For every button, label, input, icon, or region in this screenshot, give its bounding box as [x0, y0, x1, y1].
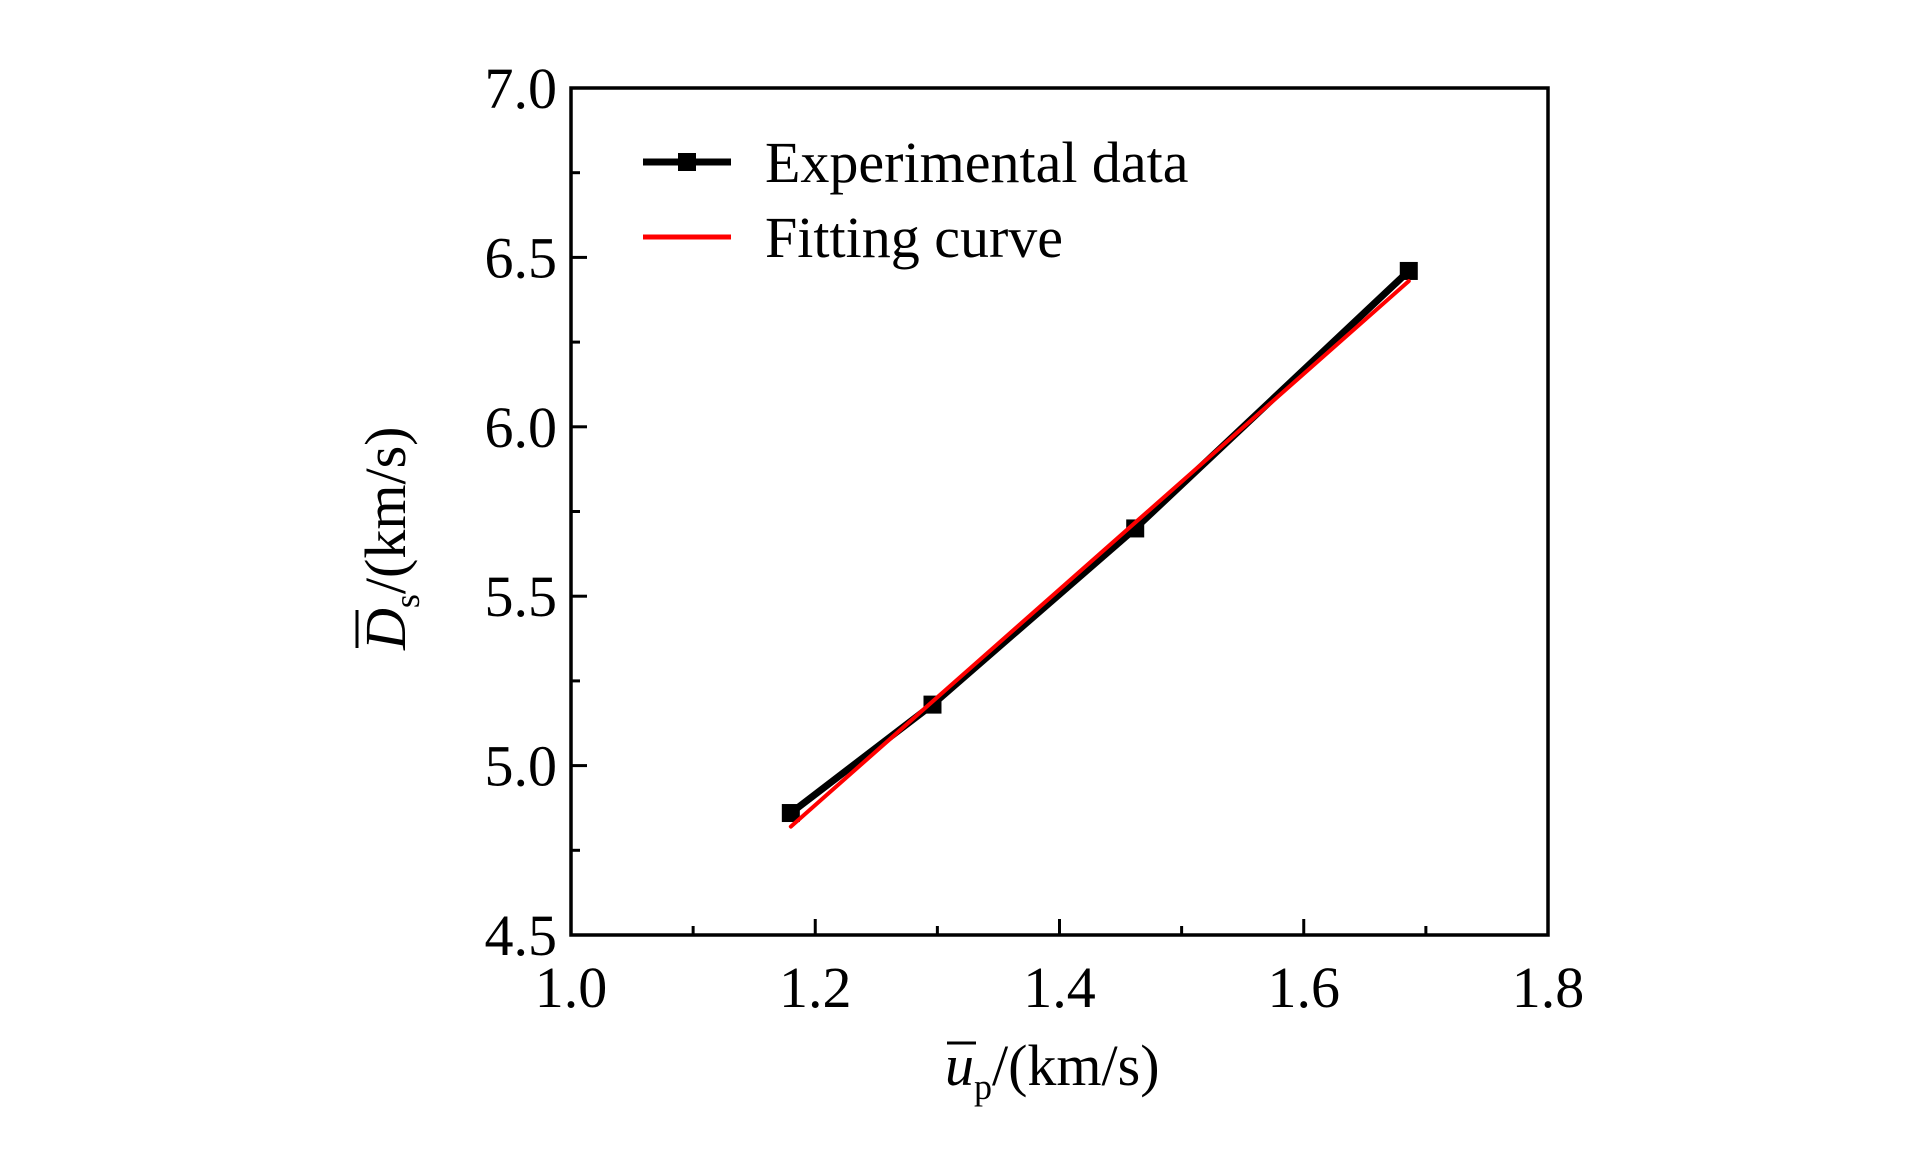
- axes: 1.0 1.2 1.4 1.6 1.8 4.5 5.0 5.5 6.0 6.5 7.0: [485, 56, 1585, 1020]
- y-tick-label: 5.5: [485, 564, 558, 629]
- y-axis-label-subscript: s: [387, 594, 427, 608]
- y-tick-label: 6.5: [485, 225, 558, 290]
- x-tick-label: 1.8: [1512, 955, 1585, 1020]
- x-axis-label-subscript: p: [974, 1067, 992, 1107]
- y-tick-label: 6.0: [485, 395, 558, 460]
- legend-marker-experimental: [678, 153, 696, 171]
- x-tick-label: 1.2: [779, 955, 852, 1020]
- fitting-curve-line: [788, 279, 1411, 829]
- experimental-data-line: [787, 267, 1413, 817]
- x-axis-label-unit: /(km/s): [992, 1033, 1160, 1098]
- experimental-data-point: [781, 804, 800, 823]
- x-tick-label: 1.6: [1268, 955, 1341, 1020]
- axis-labels: up/(km/s)Ds/(km/s): [353, 427, 1160, 1107]
- y-axis-label-symbol: D: [353, 608, 418, 651]
- y-axis-label-unit: /(km/s): [353, 427, 418, 595]
- x-axis-label-text: up/(km/s): [945, 1033, 1160, 1107]
- y-axis-label-text: Ds/(km/s): [353, 427, 427, 651]
- series-layer: [781, 261, 1418, 829]
- x-axis-label: up/(km/s): [945, 1033, 1160, 1107]
- legend-label: Fitting curve: [765, 205, 1063, 270]
- experimental-data-point: [1399, 261, 1418, 280]
- y-tick-label: 7.0: [485, 56, 558, 121]
- y-tick-label: 5.0: [485, 734, 558, 799]
- legend-label: Experimental data: [765, 130, 1189, 195]
- x-tick-label: 1.0: [535, 955, 608, 1020]
- x-tick-label: 1.4: [1023, 955, 1096, 1020]
- legend: Experimental data Fitting curve: [643, 130, 1189, 270]
- y-axis-label: Ds/(km/s): [353, 427, 427, 651]
- y-tick-label: 4.5: [485, 903, 558, 968]
